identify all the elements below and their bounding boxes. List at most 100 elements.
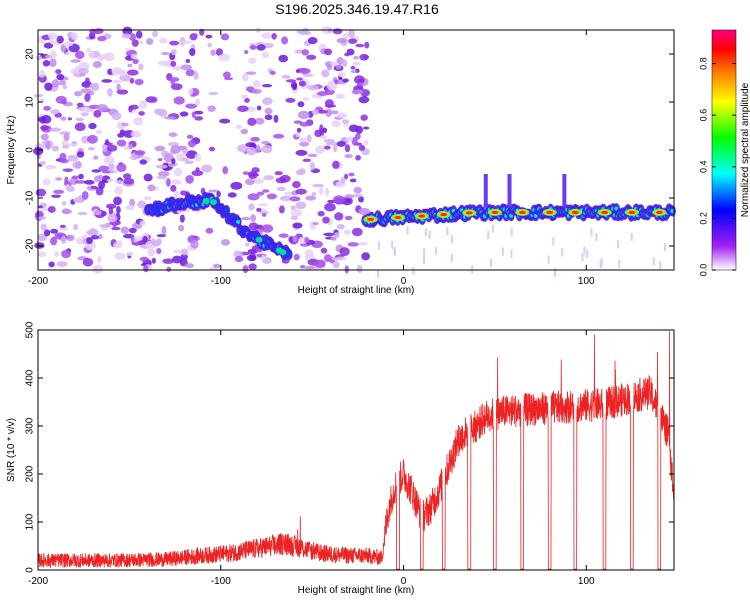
spectrogram-noise-blob bbox=[248, 203, 255, 211]
spectrogram-noise-blob bbox=[344, 52, 350, 57]
spectrogram-noise-blob bbox=[279, 205, 285, 214]
spectrogram-faint-streak bbox=[583, 246, 586, 255]
spectrogram-noise-blob bbox=[361, 252, 370, 261]
spectrogram-noise-blob bbox=[67, 117, 73, 121]
spectrogram-noise-blob bbox=[242, 264, 249, 274]
spectrogram-noise-blob bbox=[173, 167, 183, 177]
spectrogram-noise-blob bbox=[154, 145, 166, 152]
spectrogram-noise-blob bbox=[193, 71, 199, 80]
spectrogram-noise-blob bbox=[332, 28, 343, 35]
spectrogram-noise-blob bbox=[305, 195, 317, 201]
spectrogram-noise-blob bbox=[146, 38, 154, 46]
spectrogram-noise-blob bbox=[269, 70, 276, 75]
colorbar-gradient bbox=[711, 29, 737, 271]
spectrogram-noise-blob bbox=[256, 105, 262, 111]
spectrogram-noise-blob bbox=[263, 175, 275, 181]
spectrogram-faint-streak bbox=[406, 226, 409, 235]
spectrogram-noise-blob bbox=[333, 143, 338, 153]
spectrogram-noise-blob bbox=[288, 236, 293, 243]
spectrogram-noise-blob bbox=[331, 120, 341, 128]
spectrogram-noise-blob bbox=[291, 82, 298, 91]
spectrogram-noise-blob bbox=[261, 51, 270, 59]
spectrogram-faint-streak bbox=[377, 241, 380, 250]
spectrogram-noise-blob bbox=[131, 39, 139, 47]
spectrogram-noise-blob bbox=[249, 45, 258, 50]
spectrogram-noise-blob bbox=[169, 162, 178, 167]
spectrogram-noise-blob bbox=[86, 134, 98, 144]
spectrogram-noise-blob bbox=[278, 54, 289, 63]
spectrogram-noise-blob bbox=[353, 56, 359, 60]
spectrogram-noise-blob bbox=[43, 42, 54, 49]
spectrogram-noise-blob bbox=[201, 164, 213, 173]
spectrogram-noise-blob bbox=[247, 193, 260, 201]
spectrogram-noise-blob bbox=[56, 35, 64, 44]
snr-series-line bbox=[37, 331, 675, 570]
spectrogram-hotspot-core bbox=[546, 210, 554, 214]
spectrogram-noise-blob bbox=[80, 88, 92, 94]
spectrogram-noise-blob bbox=[166, 178, 171, 187]
spectrogram-noise-blob bbox=[171, 158, 176, 165]
spectrogram-noise-blob bbox=[50, 228, 59, 234]
spectrogram-noise-blob bbox=[143, 265, 149, 273]
snr-x-label: Height of straight line (km) bbox=[298, 585, 415, 596]
spectrogram-noise-blob bbox=[54, 251, 60, 257]
spectrogram-noise-blob bbox=[88, 122, 97, 130]
spectrogram-noise-blob bbox=[215, 48, 223, 56]
spectrogram-noise-blob bbox=[319, 135, 328, 140]
spectrogram-noise-blob bbox=[52, 189, 65, 194]
spectrogram-noise-blob bbox=[244, 178, 255, 186]
spectrogram-noise-blob bbox=[315, 145, 325, 155]
spectrogram-noise-blob bbox=[78, 67, 89, 75]
spectrogram-noise-blob bbox=[74, 180, 87, 184]
spectrogram-noise-blob bbox=[234, 256, 244, 263]
figure-title: S196.2025.346.19.47.R16 bbox=[275, 1, 439, 17]
spectrogram-noise-blob bbox=[358, 196, 364, 203]
spectrogram-noise-blob bbox=[75, 117, 85, 122]
spectrogram-noise-blob bbox=[65, 51, 71, 56]
spectrogram-noise-blob bbox=[208, 91, 219, 96]
spectrogram-noise-blob bbox=[128, 143, 133, 150]
spectrogram-noise-blob bbox=[199, 28, 205, 36]
spectrogram-noise-blob bbox=[256, 207, 262, 212]
spectrogram-faint-streak bbox=[423, 248, 426, 257]
spectrogram-noise-blob bbox=[307, 84, 319, 91]
spectrogram-noise-blob bbox=[170, 184, 177, 192]
spectrogram-noise-blob bbox=[190, 33, 198, 38]
spectrogram-noise-blob bbox=[43, 105, 51, 111]
spectrogram-noise-blob bbox=[351, 227, 363, 237]
spectrogram-noise-blob bbox=[111, 112, 122, 121]
spectrogram-noise-blob bbox=[241, 216, 251, 221]
spectrogram-noise-blob bbox=[35, 188, 47, 197]
spectrogram-noise-blob bbox=[334, 212, 344, 221]
spectrogram-noise-blob bbox=[67, 155, 79, 162]
spectrogram-noise-blob bbox=[248, 222, 259, 231]
spectrogram-noise-blob bbox=[173, 96, 185, 105]
spectrogram-faint-streak bbox=[450, 254, 453, 263]
spectrogram-noise-blob bbox=[62, 145, 70, 149]
spectrogram-noise-blob bbox=[59, 152, 67, 161]
spectrogram-noise-blob bbox=[114, 186, 123, 195]
spectrogram-noise-blob bbox=[240, 128, 249, 135]
spectrogram-noise-blob bbox=[193, 110, 204, 115]
spectrogram-noise-blob bbox=[337, 72, 346, 78]
spectrogram-noise-blob bbox=[357, 242, 369, 246]
spectrogram-noise-blob bbox=[139, 256, 149, 262]
spectrogram-noise-blob bbox=[176, 209, 184, 214]
spectrogram-noise-blob bbox=[49, 127, 62, 132]
spectrogram-noise-blob bbox=[58, 226, 69, 231]
spectrogram-noise-blob bbox=[207, 42, 212, 48]
spectrogram-noise-blob bbox=[185, 103, 197, 109]
spectrogram-faint-streak bbox=[446, 227, 449, 236]
snr-y-tick-label: 0 bbox=[25, 567, 36, 573]
spectrogram-noise-blob bbox=[161, 51, 170, 56]
spectrogram-noise-blob bbox=[306, 54, 317, 60]
spectrogram-noise-blob bbox=[261, 83, 273, 88]
spectrogram-noise-blob bbox=[48, 261, 55, 268]
spectrogram-noise-blob bbox=[348, 38, 358, 44]
spectrogram-noise-blob bbox=[340, 176, 346, 184]
spectrogram-noise-blob bbox=[101, 79, 113, 83]
spectrogram-noise-blob bbox=[292, 222, 303, 229]
spectrogram-noise-blob bbox=[330, 61, 339, 66]
spectrogram-noise-blob bbox=[93, 109, 102, 118]
